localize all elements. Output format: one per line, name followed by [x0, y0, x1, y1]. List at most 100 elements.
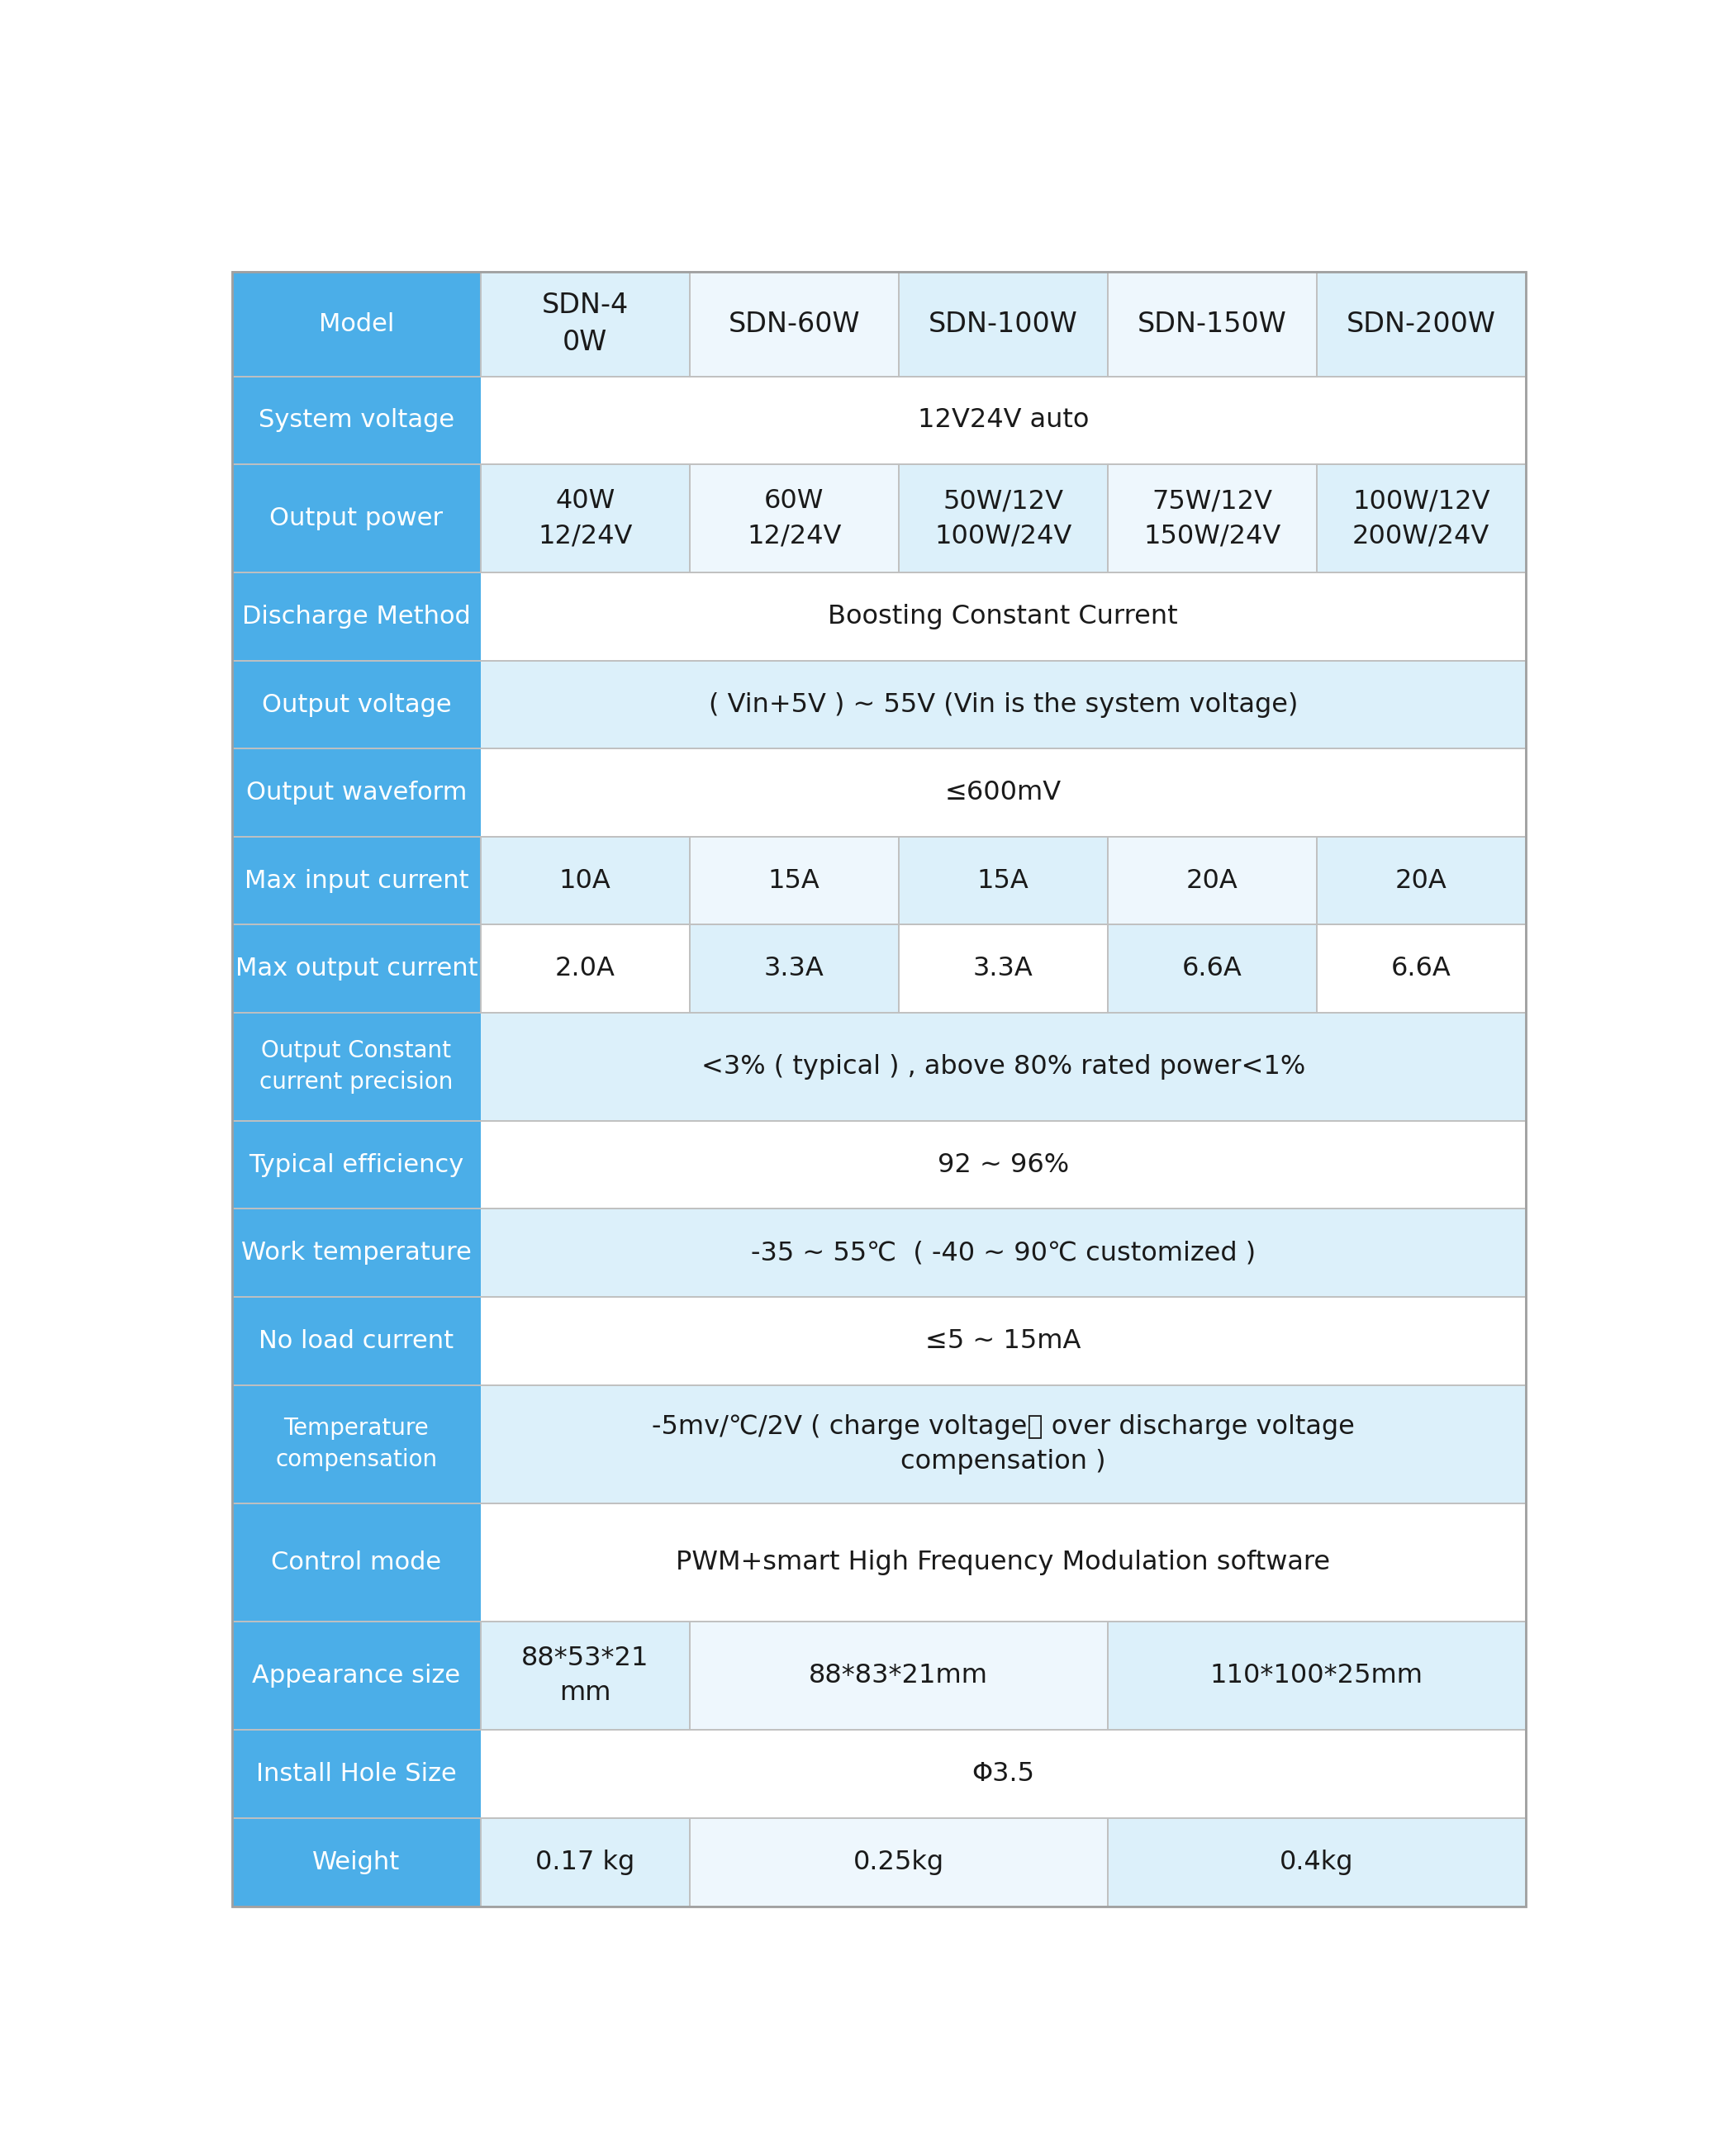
Bar	[1108, 464, 1317, 573]
Bar	[689, 925, 899, 1013]
Text: -35 ~ 55℃  ( -40 ~ 90℃ customized ): -35 ~ 55℃ ( -40 ~ 90℃ customized )	[751, 1240, 1255, 1266]
Bar	[232, 925, 480, 1013]
Bar	[232, 1121, 1526, 1210]
Bar	[899, 464, 1108, 573]
Bar	[1317, 464, 1526, 573]
Text: Max input current: Max input current	[244, 869, 468, 893]
Text: 50W/12V
100W/24V: 50W/12V 100W/24V	[935, 489, 1072, 548]
Bar	[689, 1818, 1108, 1906]
Text: 75W/12V
150W/24V: 75W/12V 150W/24V	[1144, 489, 1281, 548]
Bar	[480, 837, 689, 925]
Text: Appearance size: Appearance size	[252, 1664, 461, 1688]
Bar	[232, 1121, 480, 1210]
Bar	[899, 837, 1108, 925]
Bar	[480, 272, 689, 377]
Text: 92 ~ 96%: 92 ~ 96%	[938, 1151, 1068, 1177]
Bar	[232, 837, 480, 925]
Text: PWM+smart High Frequency Modulation software: PWM+smart High Frequency Modulation soft…	[676, 1550, 1331, 1576]
Bar	[689, 837, 899, 925]
Bar	[232, 272, 480, 377]
Text: Work temperature: Work temperature	[242, 1242, 472, 1266]
Text: 100W/12V
200W/24V: 100W/12V 200W/24V	[1353, 489, 1490, 548]
Text: SDN-60W: SDN-60W	[729, 310, 859, 338]
Bar	[899, 272, 1108, 377]
Text: SDN-100W: SDN-100W	[928, 310, 1077, 338]
Bar	[232, 660, 480, 748]
Text: 2.0A: 2.0A	[556, 955, 616, 981]
Text: 40W
12/24V: 40W 12/24V	[539, 489, 633, 548]
Bar	[232, 1729, 480, 1818]
Text: ≤5 ~ 15mA: ≤5 ~ 15mA	[926, 1328, 1080, 1354]
Text: Install Hole Size: Install Hole Size	[256, 1761, 456, 1785]
Bar	[1317, 837, 1526, 925]
Text: 20A: 20A	[1396, 869, 1447, 893]
Text: Max output current: Max output current	[235, 957, 478, 981]
Text: 0.4kg: 0.4kg	[1279, 1850, 1353, 1876]
Bar	[232, 1818, 480, 1906]
Text: 0.25kg: 0.25kg	[852, 1850, 943, 1876]
Bar	[689, 1818, 1108, 1906]
Text: 3.3A: 3.3A	[972, 955, 1032, 981]
Bar	[232, 1384, 480, 1503]
Bar	[1108, 1818, 1526, 1906]
Bar	[232, 1210, 1526, 1298]
Bar	[232, 1013, 1526, 1121]
Text: -5mv/℃/2V ( charge voltage、 over discharge voltage
compensation ): -5mv/℃/2V ( charge voltage、 over dischar…	[652, 1414, 1355, 1475]
Bar	[232, 1729, 1526, 1818]
Text: 15A: 15A	[768, 869, 820, 893]
Bar	[1108, 1818, 1526, 1906]
Text: Output Constant
current precision: Output Constant current precision	[259, 1039, 453, 1093]
Bar	[1108, 464, 1317, 573]
Bar	[232, 748, 480, 837]
Bar	[480, 1729, 1526, 1818]
Bar	[1108, 1621, 1526, 1729]
Bar	[480, 1384, 1526, 1503]
Text: 10A: 10A	[559, 869, 611, 893]
Text: Output power: Output power	[269, 507, 442, 530]
Bar	[1317, 925, 1526, 1013]
Text: 6.6A: 6.6A	[1391, 955, 1451, 981]
Bar	[480, 1621, 689, 1729]
Bar	[232, 1503, 480, 1621]
Bar	[899, 464, 1108, 573]
Text: 110*100*25mm: 110*100*25mm	[1211, 1662, 1423, 1688]
Bar	[899, 925, 1108, 1013]
Text: SDN-4
0W: SDN-4 0W	[542, 291, 629, 356]
Text: Output voltage: Output voltage	[262, 692, 451, 716]
Bar	[232, 464, 480, 573]
Bar	[899, 837, 1108, 925]
Bar	[480, 660, 1526, 748]
Bar	[689, 272, 899, 377]
Bar	[232, 1298, 480, 1384]
Text: SDN-200W: SDN-200W	[1346, 310, 1495, 338]
Bar	[689, 464, 899, 573]
Text: ( Vin+5V ) ~ 55V (Vin is the system voltage): ( Vin+5V ) ~ 55V (Vin is the system volt…	[708, 692, 1298, 718]
Text: 12V24V auto: 12V24V auto	[918, 407, 1089, 433]
Bar	[232, 660, 1526, 748]
Bar	[232, 573, 480, 660]
Bar	[480, 1210, 1526, 1298]
Bar	[480, 377, 1526, 464]
Text: Control mode: Control mode	[271, 1550, 441, 1574]
Bar	[232, 272, 480, 377]
Bar	[1108, 837, 1317, 925]
Bar	[1317, 272, 1526, 377]
Bar	[232, 377, 1526, 464]
Text: 15A: 15A	[978, 869, 1029, 893]
Bar	[232, 1621, 480, 1729]
Bar	[232, 1818, 480, 1906]
Bar	[232, 464, 480, 573]
Text: Typical efficiency: Typical efficiency	[249, 1153, 465, 1177]
Bar	[689, 925, 899, 1013]
Text: System voltage: System voltage	[259, 407, 454, 433]
Bar	[689, 272, 899, 377]
Bar	[232, 837, 480, 925]
Bar	[1108, 272, 1317, 377]
Bar	[899, 272, 1108, 377]
Bar	[232, 1013, 480, 1121]
Bar	[232, 1210, 480, 1298]
Bar	[480, 1013, 1526, 1121]
Text: <3% ( typical ) , above 80% rated power<1%: <3% ( typical ) , above 80% rated power<…	[701, 1054, 1305, 1080]
Bar	[689, 464, 899, 573]
Bar	[1108, 925, 1317, 1013]
